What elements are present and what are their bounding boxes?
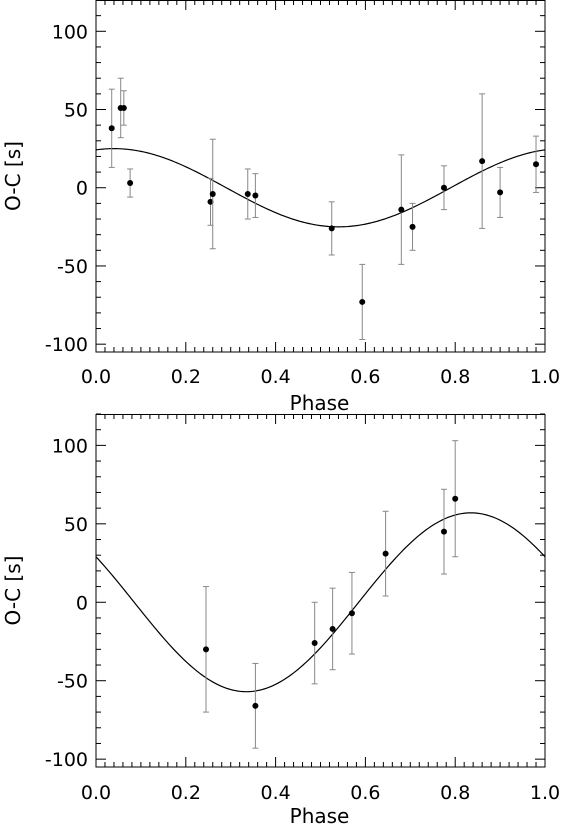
data-point (311, 640, 318, 647)
data-point (382, 550, 389, 557)
data-point (440, 184, 447, 191)
y-tick-label: 50 (64, 100, 88, 122)
x-tick-label: 0.6 (350, 782, 380, 804)
data-point (452, 495, 459, 502)
x-tick-label: 1.0 (530, 782, 560, 804)
x-tick-label: 0.0 (81, 782, 111, 804)
model-curve (95, 512, 546, 693)
y-tick-label: -100 (45, 749, 88, 771)
data-point (209, 190, 216, 197)
x-tick-label: 0.6 (350, 366, 380, 388)
data-point (252, 702, 259, 709)
y-tick-label: 50 (64, 514, 88, 536)
data-point (207, 198, 214, 205)
x-tick-label: 0.4 (260, 366, 290, 388)
y-tick-label: 100 (52, 21, 88, 43)
x-tick-label: 0.8 (440, 782, 470, 804)
y-tick-label: 0 (76, 178, 88, 200)
x-tick-label: 0.0 (81, 366, 111, 388)
y-tick-label: -50 (57, 671, 88, 693)
data-point (348, 610, 355, 617)
x-axis-label: Phase (290, 804, 350, 825)
y-tick-label: 0 (76, 592, 88, 614)
data-point (440, 528, 447, 535)
data-point (252, 192, 259, 199)
y-tick-label: -50 (57, 256, 88, 278)
data-point (108, 125, 115, 132)
x-tick-label: 0.4 (260, 782, 290, 804)
y-axis-label: O-C [s] (1, 141, 25, 211)
data-point (203, 646, 210, 653)
y-tick-label: -100 (45, 334, 88, 356)
data-point (120, 104, 127, 111)
data-point (398, 206, 405, 213)
plot-frame (95, 414, 546, 768)
chart-panel-bottom: 0.0 0.2 0.4 0.6 0.8 1.0 -100 -50 0 50 100 Phase O-C … (1, 413, 560, 825)
data-point (127, 180, 134, 187)
y-axis-label: O-C [s] (1, 556, 25, 626)
data-point (328, 225, 335, 232)
y-tick-label: 100 (52, 435, 88, 457)
data-point (244, 190, 251, 197)
x-tick-label: 0.2 (171, 366, 201, 388)
data-point (479, 158, 486, 165)
x-tick-label: 1.0 (530, 366, 560, 388)
data-point (533, 161, 540, 168)
x-tick-label: 0.2 (171, 782, 201, 804)
data-point (359, 298, 366, 305)
x-axis-label: Phase (290, 391, 350, 415)
plot-frame (95, 0, 546, 353)
data-point (409, 223, 416, 230)
data-point (497, 189, 504, 196)
model-curve (95, 148, 546, 228)
x-tick-label: 0.8 (440, 366, 470, 388)
chart-panel-top: 0.0 0.2 0.4 0.6 0.8 1.0 -100 -50 0 50 100 Phase O-C … (1, 0, 560, 415)
data-point (329, 625, 336, 632)
